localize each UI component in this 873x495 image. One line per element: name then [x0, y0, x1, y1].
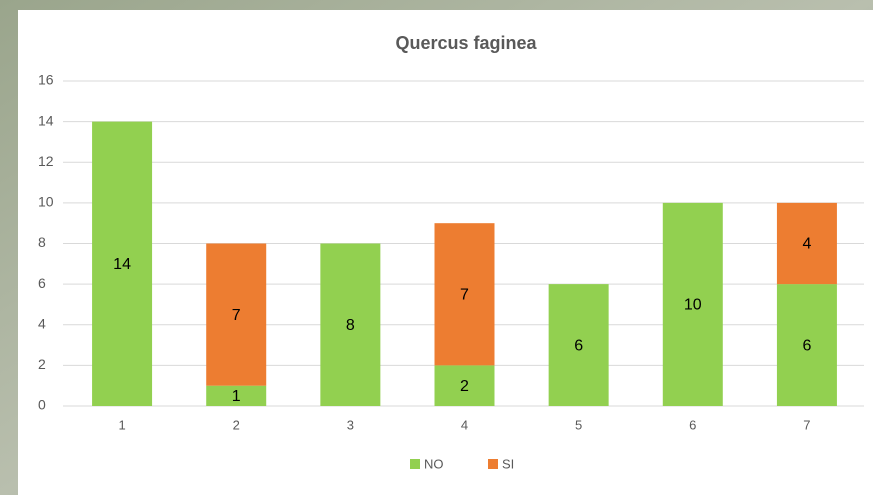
data-label: 2 — [460, 378, 469, 395]
y-tick-label: 10 — [38, 194, 54, 210]
y-tick-label: 0 — [38, 397, 46, 413]
x-tick-label: 4 — [461, 417, 468, 432]
bar-segment — [434, 223, 495, 366]
bar-segment — [206, 243, 267, 386]
y-tick-label: 16 — [38, 72, 54, 88]
x-tick-label: 7 — [803, 417, 810, 432]
bar-segment — [662, 202, 723, 406]
legend-label: SI — [502, 456, 514, 471]
data-label: 4 — [802, 236, 811, 253]
bar-segment — [548, 284, 609, 406]
x-tick-label: 3 — [347, 417, 354, 432]
y-tick-label: 4 — [38, 315, 46, 331]
x-tick-label: 2 — [233, 417, 240, 432]
data-label: 7 — [232, 307, 241, 324]
y-tick-label: 6 — [38, 275, 46, 291]
y-tick-label: 8 — [38, 234, 46, 250]
data-label: 14 — [113, 256, 131, 273]
bar-segment — [776, 284, 837, 406]
legend-swatch — [410, 459, 420, 469]
data-label: 10 — [684, 297, 702, 314]
legend-swatch — [488, 459, 498, 469]
data-label: 6 — [574, 337, 583, 354]
bar-segment — [320, 243, 381, 406]
x-tick-label: 6 — [689, 417, 696, 432]
x-tick-label: 1 — [118, 417, 125, 432]
bar-segment — [434, 365, 495, 406]
y-tick-label: 14 — [38, 112, 54, 128]
y-tick-label: 2 — [38, 356, 46, 372]
legend-label: NO — [424, 456, 444, 471]
bar-segment — [206, 385, 267, 406]
data-label: 8 — [346, 317, 355, 334]
chart-title: Quercus faginea — [395, 33, 537, 53]
data-label: 1 — [232, 388, 241, 405]
y-tick-label: 12 — [38, 153, 54, 169]
x-tick-label: 5 — [575, 417, 582, 432]
data-label: 6 — [802, 337, 811, 354]
bar-segment — [776, 202, 837, 285]
bar-segment — [92, 121, 153, 406]
data-label: 7 — [460, 287, 469, 304]
